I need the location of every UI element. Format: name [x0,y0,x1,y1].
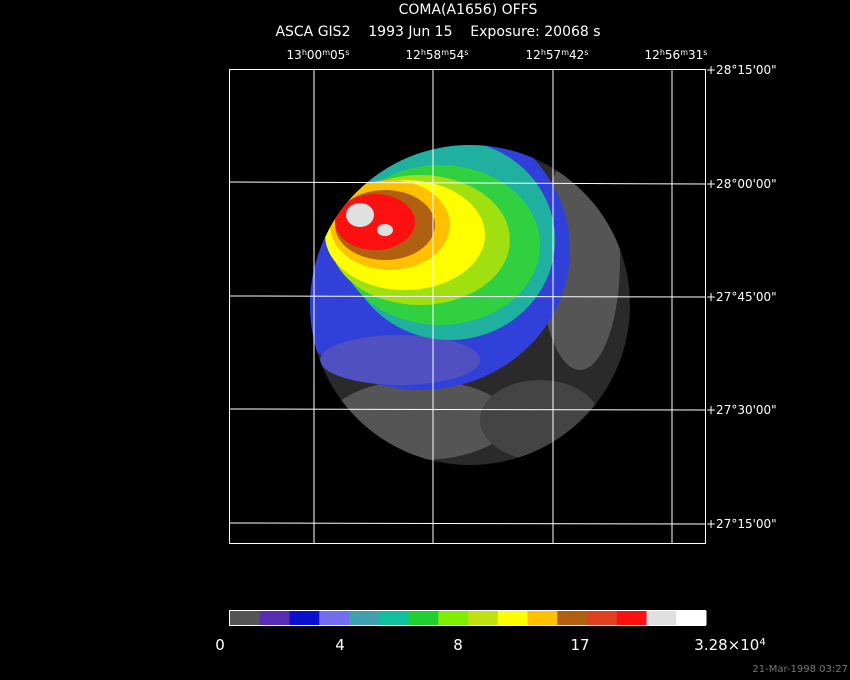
ra-value: 00 [307,48,322,62]
colorbar-cell [646,611,677,625]
colorbar-cell [616,611,647,625]
colorbar-label: 8 [453,636,463,654]
ra-unit: s [703,48,707,57]
ra-unit: m [680,48,688,57]
ra-value: 56 [665,48,680,62]
xray-image [310,145,630,465]
subtitle: ASCA GIS2 1993 Jun 15 Exposure: 20068 s [275,24,600,40]
plot-frame [229,69,706,544]
ra-unit: m [561,48,569,57]
ra-value: 31 [688,48,703,62]
colorbar-cell [438,611,469,625]
dec-label: +27°15'00" [706,517,777,531]
ra-unit: m [322,48,330,57]
ra-unit: h [541,48,546,57]
dec-label: +28°00'00" [706,177,777,191]
ra-value: 05 [330,48,345,62]
colorbar-cell [557,611,588,625]
mantissa: 3.28×10 [694,636,759,654]
colorbar-cell [259,611,290,625]
colorbar-cell [587,611,618,625]
colorbar-cell [349,611,380,625]
ra-value: 12 [406,48,421,62]
ra-label: 12h56m31s [645,48,708,63]
colorbar-label: 4 [335,636,345,654]
exponent: 4 [759,637,765,648]
ra-value: 57 [546,48,561,62]
ra-value: 13 [287,48,302,62]
ra-unit: s [584,48,588,57]
dec-label: +27°30'00" [706,403,777,417]
colorbar-label: 17 [570,636,589,654]
ra-value: 54 [449,48,464,62]
dec-label: +27°45'00" [706,290,777,304]
ra-unit: s [345,48,349,57]
colorbar-cell [319,611,350,625]
ra-value: 12 [526,48,541,62]
ra-value: 12 [645,48,660,62]
colorbar-cell [527,611,558,625]
colorbar-cell [289,611,320,625]
ra-label: 12h57m42s [526,48,589,63]
ra-value: 58 [426,48,441,62]
colorbar-label: 0 [215,636,225,654]
ra-unit: h [421,48,426,57]
colorbar-cell [230,611,261,625]
colorbar-cell [378,611,409,625]
colorbar-cell [676,611,707,625]
ra-label: 13h00m05s [287,48,350,63]
ra-unit: m [441,48,449,57]
colorbar: 0 4 8 17 3.28×104 [215,610,766,654]
dec-label: +28°15'00" [706,63,777,77]
title: COMA(A1656) OFFS [399,2,538,18]
ra-label: 12h58m54s [406,48,469,63]
ra-unit: h [660,48,665,57]
ra-labels: 13h00m05s 12h58m54s 12h57m42s 12h56m31s [287,48,708,63]
colorbar-frame [229,610,706,626]
colorbar-cell [408,611,439,625]
timestamp: 21-Mar-1998 03:27 [752,664,848,675]
colorbar-cell [468,611,499,625]
ra-unit: s [464,48,468,57]
ra-unit: h [302,48,307,57]
dec-labels: +28°15'00" +28°00'00" +27°45'00" +27°30'00"… [706,63,777,531]
ra-value: 42 [569,48,584,62]
colorbar-cell [497,611,528,625]
colorbar-max-label: 3.28×104 [694,636,765,654]
coordinate-grid [228,69,707,543]
